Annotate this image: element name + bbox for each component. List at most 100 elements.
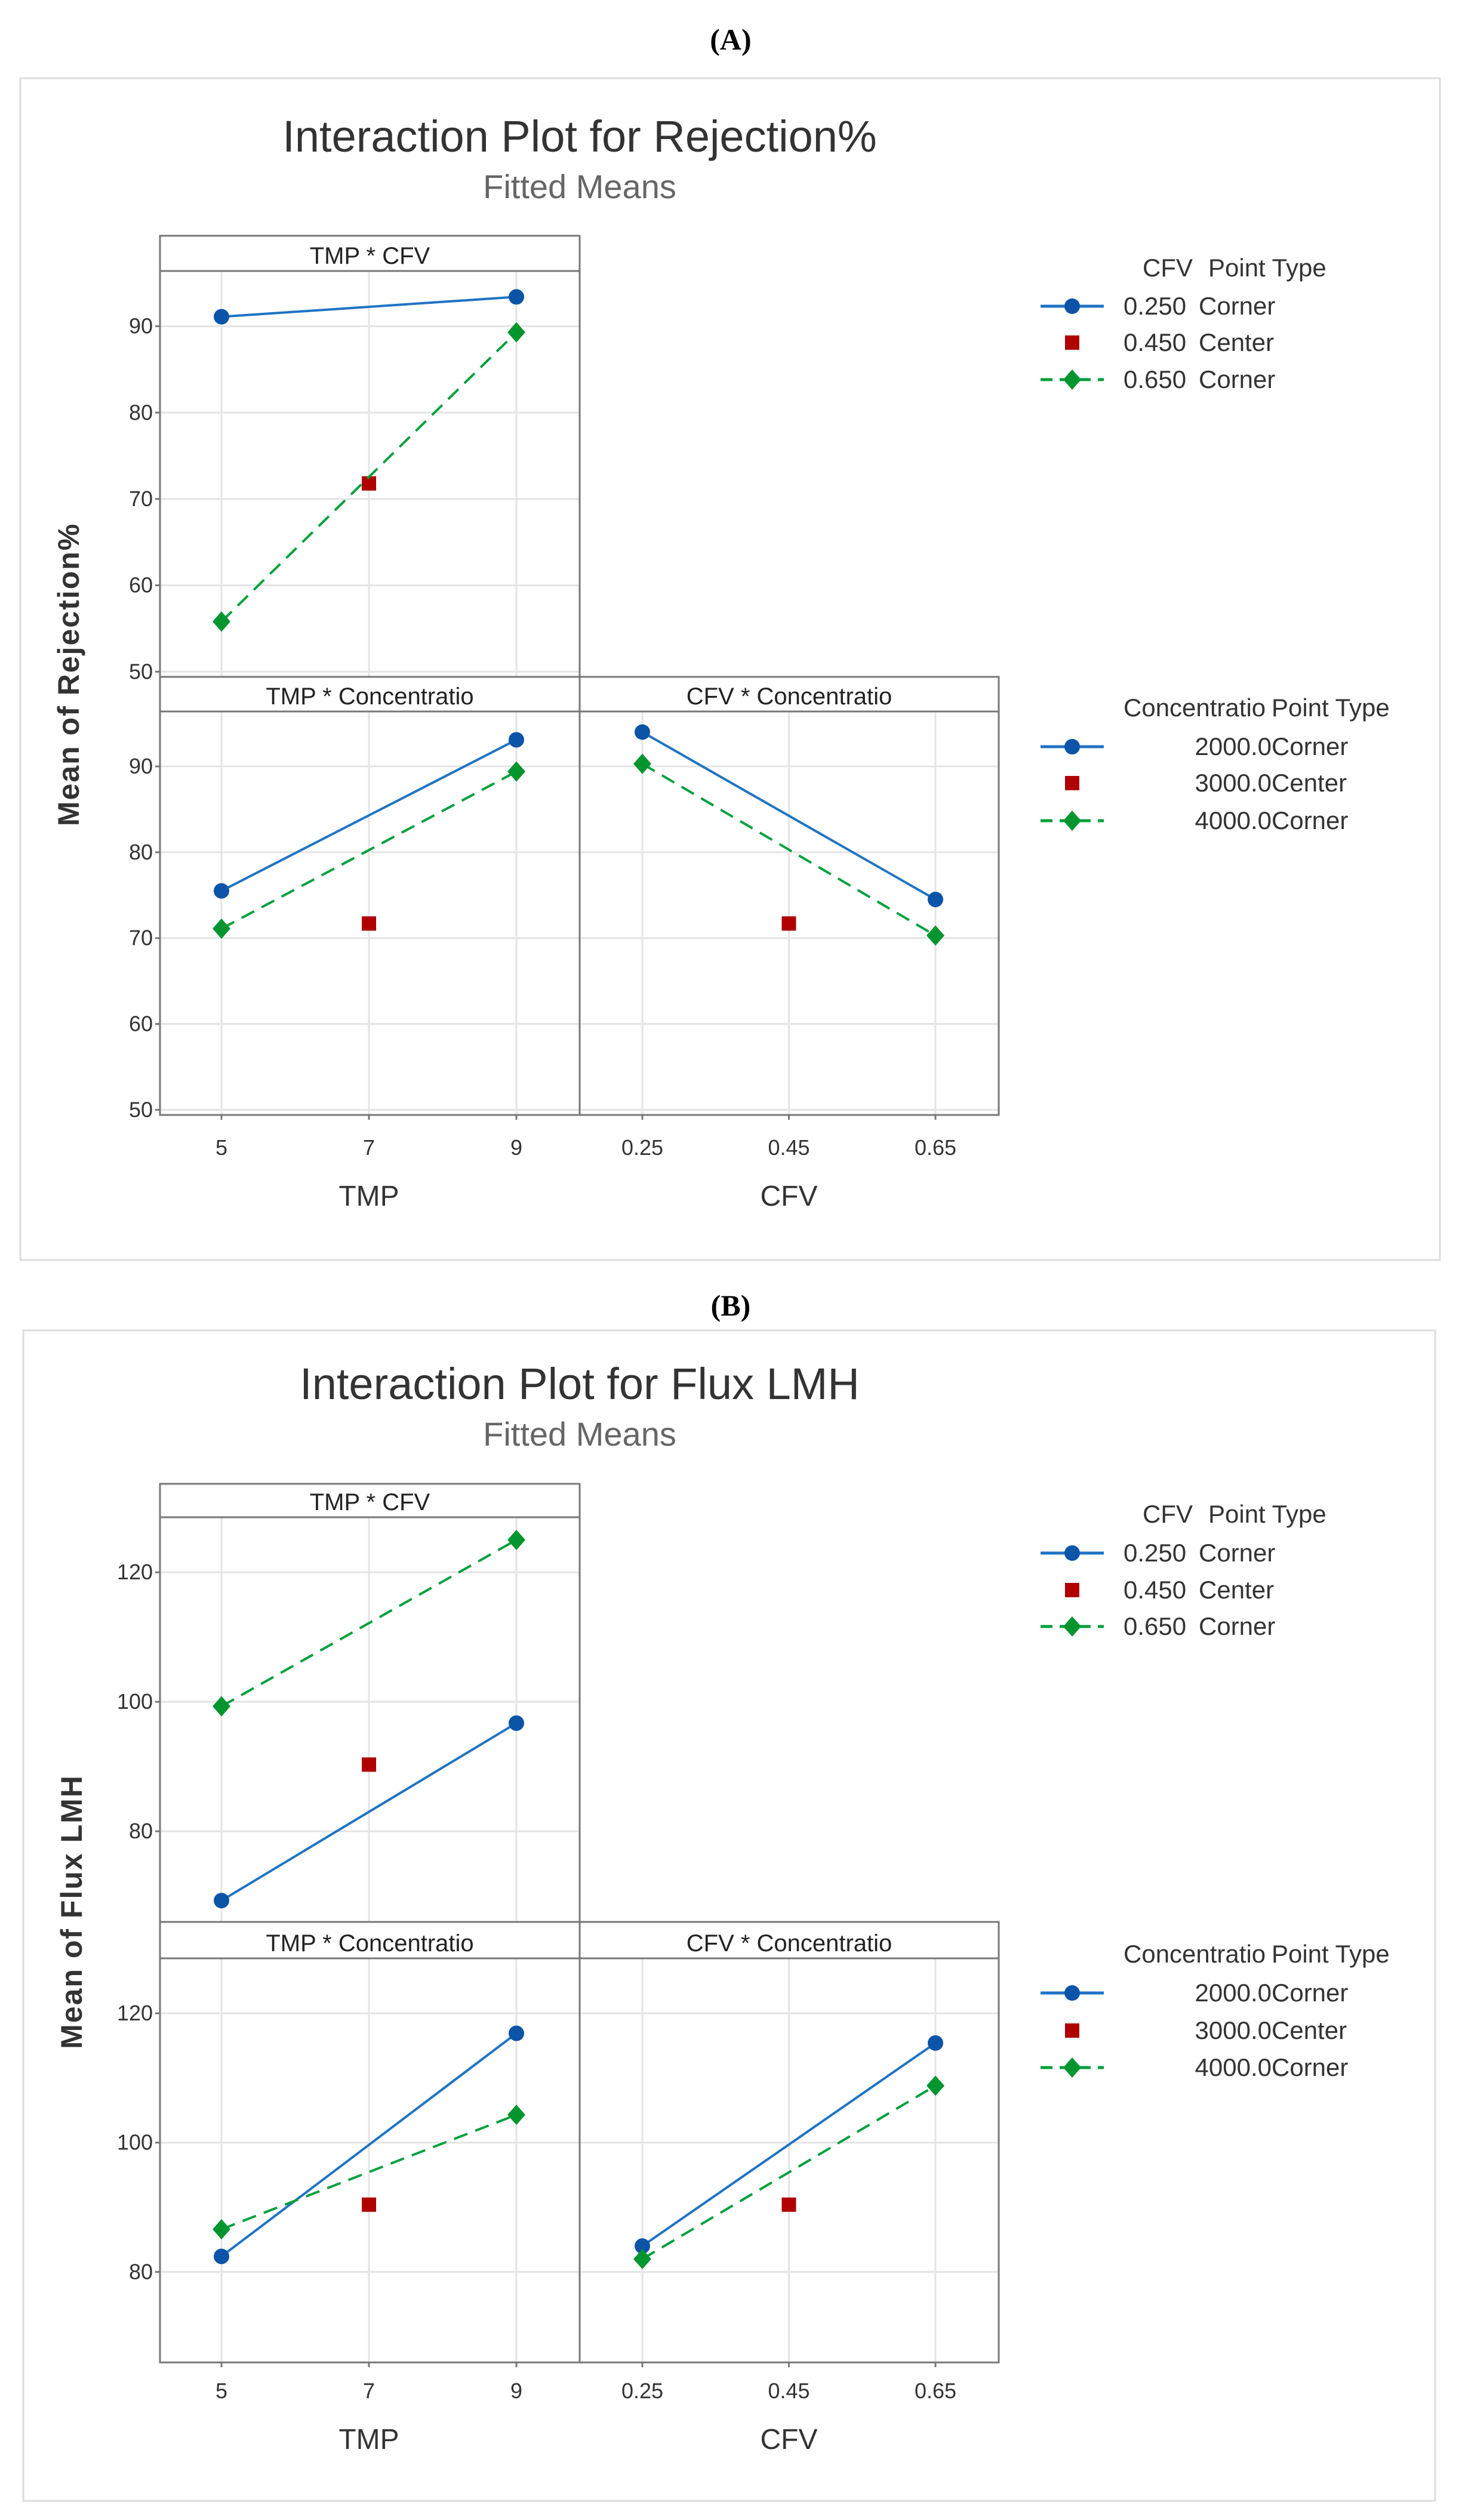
legend-value: 0.250 [1124,1539,1186,1567]
series-line-solid [220,2032,518,2257]
legend-entry: 3000.0 Center [1065,2016,1347,2044]
legend-header-variable: Concentratio [1124,1940,1266,1968]
x-tick-label: 0.25 [621,2379,663,2403]
legend-entry: 4000.0 Corner [1041,806,1348,834]
legend-type: Corner [1272,806,1348,834]
legend-marker [1064,1545,1080,1561]
panel-0: TMP * CFV 50 60 70 80 90 [129,235,581,683]
figure-frame [22,1329,1436,2502]
chart-subtitle: Fitted Means [483,168,676,205]
data-point [635,724,650,740]
data-point [362,916,376,931]
y-tick-label: 80 [129,400,153,424]
legend-entry: 3000.0 Center [1065,769,1347,797]
y-tick-label: 90 [129,314,153,338]
legend-value: 0.450 [1124,1576,1186,1604]
figure-label: (A) [710,23,751,56]
series-4000.0 [633,2075,944,2269]
legend-marker [1065,335,1079,350]
data-point [633,753,651,774]
series-line-dashed [641,2084,937,2260]
data-point [509,289,524,305]
data-point [635,2238,650,2254]
y-axis-label: Mean of Flux LMH [55,1775,88,2049]
x-tick-label: 9 [510,2379,522,2403]
y-tick-label: 120 [117,2001,153,2025]
series-4000.0 [213,761,525,939]
series-2000.0 [635,724,943,907]
legend-0: CFV Point Type 0.250 Corner 0.450 Center 0.650… [1041,1500,1326,1640]
panel-title: TMP * CFV [310,1489,430,1515]
series-0.450 [362,1757,376,1772]
y-tick-label: 120 [117,1560,153,1584]
legend-marker [1063,811,1081,831]
series-0.650 [213,322,525,632]
series-4000.0 [633,753,944,946]
legend-entry: 0.250 Corner [1041,1539,1275,1567]
y-axis-label: Mean of Rejection% [52,523,85,826]
legend-marker [1063,1616,1081,1637]
legend-value: 0.250 [1124,292,1186,320]
x-tick-label: 7 [363,2379,375,2403]
data-point [927,2075,944,2096]
legend-value: 3000.0 [1195,769,1272,797]
data-point [214,309,229,325]
panel-header [159,1921,581,1960]
series-line-dashed [221,1539,517,1708]
data-point [509,732,524,748]
legend-type: Corner [1272,1979,1348,2007]
series-line-solid [221,295,517,318]
series-3000.0 [362,916,376,931]
figure-frame [19,77,1441,1261]
panel-title: TMP * Concentratio [266,683,473,710]
panel-title: CFV * Concentratio [687,683,892,710]
y-tick-label: 80 [129,2259,153,2284]
panel-title: TMP * CFV [310,243,430,269]
legend-marker [1065,776,1079,790]
x-tick-label: 0.65 [915,1135,956,1160]
series-2000.0 [214,2025,524,2265]
panel-0: TMP * CFV 80 100 120 [117,1483,581,1923]
legend-entry: 0.450 Center [1065,1576,1274,1604]
y-tick-label: 70 [129,926,153,950]
series-line-dashed [641,763,937,937]
y-tick-label: 100 [117,1689,153,1714]
chart-title: Interaction Plot for Flux LMH [300,1359,860,1409]
legend-marker [1065,1583,1079,1597]
y-tick-label: 90 [129,754,153,778]
legend-marker [1063,369,1081,390]
legend-header-variable: CFV [1143,254,1193,282]
y-tick-label: 80 [129,1819,153,1843]
data-point [928,891,943,907]
x-tick-label: 0.65 [915,2379,956,2403]
data-point [928,2035,943,2051]
data-point [507,1529,525,1550]
figure-rejection: (A) Interaction Plot for Rejection% Fitted… [19,23,1441,1261]
legend-type: Center [1199,328,1274,356]
x-tick-label: 0.45 [768,1135,809,1160]
legend-value: 4000.0 [1195,2053,1272,2081]
panel-header [578,676,1000,713]
series-line-solid [220,1722,518,1902]
series-2000.0 [214,732,524,899]
legend-value: 4000.0 [1195,806,1272,834]
x-tick-label: 5 [216,1135,227,1160]
panel-title: CFV * Concentratio [687,1930,892,1957]
data-point [509,2025,524,2041]
data-point [781,2197,796,2212]
x-tick-label: 5 [216,2379,227,2403]
x-tick-label: 0.45 [768,2379,809,2403]
data-point [507,761,525,782]
panel-2: CFV * Concentratio 0.25 0.45 0.65 CFV [578,1921,1000,2456]
data-point [213,2219,230,2239]
series-3000.0 [781,916,796,931]
legend-value: 2000.0 [1195,732,1272,760]
legend-type: Corner [1272,2053,1348,2081]
legend-entry: 4000.0 Corner [1041,2053,1348,2081]
series-line-solid [642,731,936,901]
legend-marker [1064,739,1080,754]
x-tick-label: 0.25 [621,1135,663,1160]
legend-header-type: Point Type [1208,254,1326,282]
legend-marker [1064,298,1080,314]
